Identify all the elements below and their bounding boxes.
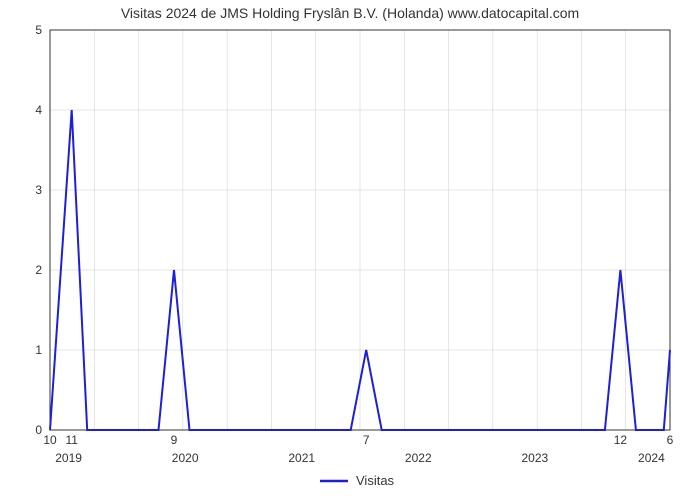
x-year-label: 2020: [172, 451, 199, 465]
x-month-label: 11: [65, 433, 78, 447]
y-tick-label: 5: [35, 23, 42, 37]
x-year-label: 2022: [405, 451, 432, 465]
legend-label: Visitas: [356, 473, 395, 488]
x-month-label: 10: [43, 433, 57, 447]
visits-chart: Visitas 2024 de JMS Holding Fryslân B.V.…: [0, 0, 700, 500]
y-tick-label: 3: [35, 183, 42, 197]
x-year-label: 2021: [288, 451, 315, 465]
chart-svg: Visitas 2024 de JMS Holding Fryslân B.V.…: [0, 0, 700, 500]
y-tick-label: 1: [35, 343, 42, 357]
x-month-label: 9: [171, 433, 178, 447]
y-tick-label: 2: [35, 263, 42, 277]
x-year-label: 2024: [638, 451, 665, 465]
y-tick-label: 0: [35, 423, 42, 437]
x-year-label: 2023: [521, 451, 548, 465]
y-tick-label: 4: [35, 103, 42, 117]
x-year-label: 2019: [55, 451, 82, 465]
x-month-label: 12: [614, 433, 628, 447]
x-month-label: 7: [363, 433, 370, 447]
chart-title: Visitas 2024 de JMS Holding Fryslân B.V.…: [121, 5, 579, 21]
x-month-label: 6: [667, 433, 674, 447]
